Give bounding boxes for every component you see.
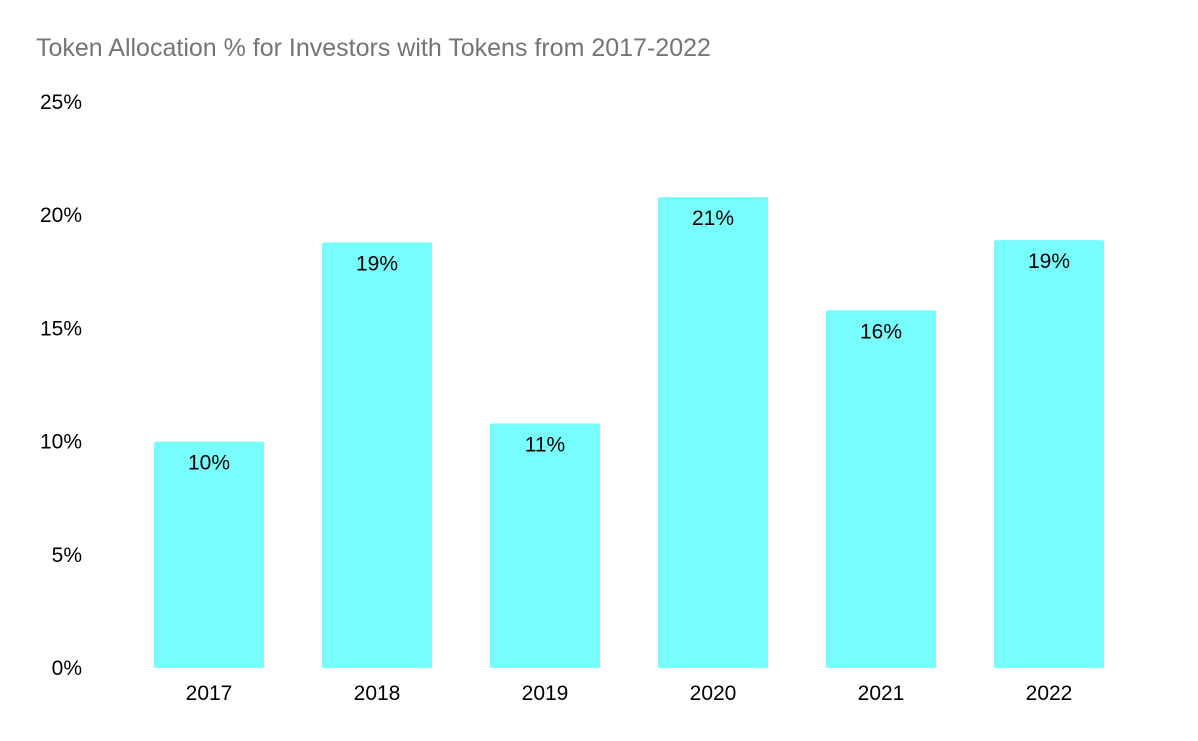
y-tick-label: 15% [40, 317, 82, 340]
y-axis: 0% 5% 10% 15% 20% 25% [40, 91, 82, 680]
bar-2020 [658, 197, 768, 668]
bar-2022 [994, 240, 1104, 668]
bars: 10% 19% 11% 21% 16% 19% [154, 197, 1104, 669]
y-tick-label: 20% [40, 204, 82, 227]
x-tick-label: 2021 [858, 682, 905, 705]
x-tick-label: 2022 [1026, 682, 1073, 705]
x-tick-label: 2020 [690, 682, 737, 705]
y-tick-label: 5% [52, 544, 82, 567]
x-tick-label: 2019 [522, 682, 569, 705]
y-tick-label: 10% [40, 431, 82, 454]
x-tick-label: 2018 [354, 682, 401, 705]
bar-2018 [322, 242, 432, 669]
data-label-2017: 10% [188, 452, 230, 475]
y-tick-label: 0% [52, 657, 82, 680]
data-label-2018: 19% [356, 252, 398, 275]
x-tick-label: 2017 [186, 682, 233, 705]
y-tick-label: 25% [40, 91, 82, 114]
data-label-2022: 19% [1028, 250, 1070, 273]
bar-2019 [490, 423, 600, 668]
x-axis: 2017 2018 2019 2020 2021 2022 [186, 682, 1073, 705]
data-label-2020: 21% [692, 207, 734, 230]
chart-title: Token Allocation % for Investors with To… [36, 34, 711, 62]
data-label-2019: 11% [525, 433, 565, 456]
bar-2021 [826, 310, 936, 668]
data-label-2021: 16% [860, 320, 902, 343]
bar-2017 [154, 441, 264, 668]
